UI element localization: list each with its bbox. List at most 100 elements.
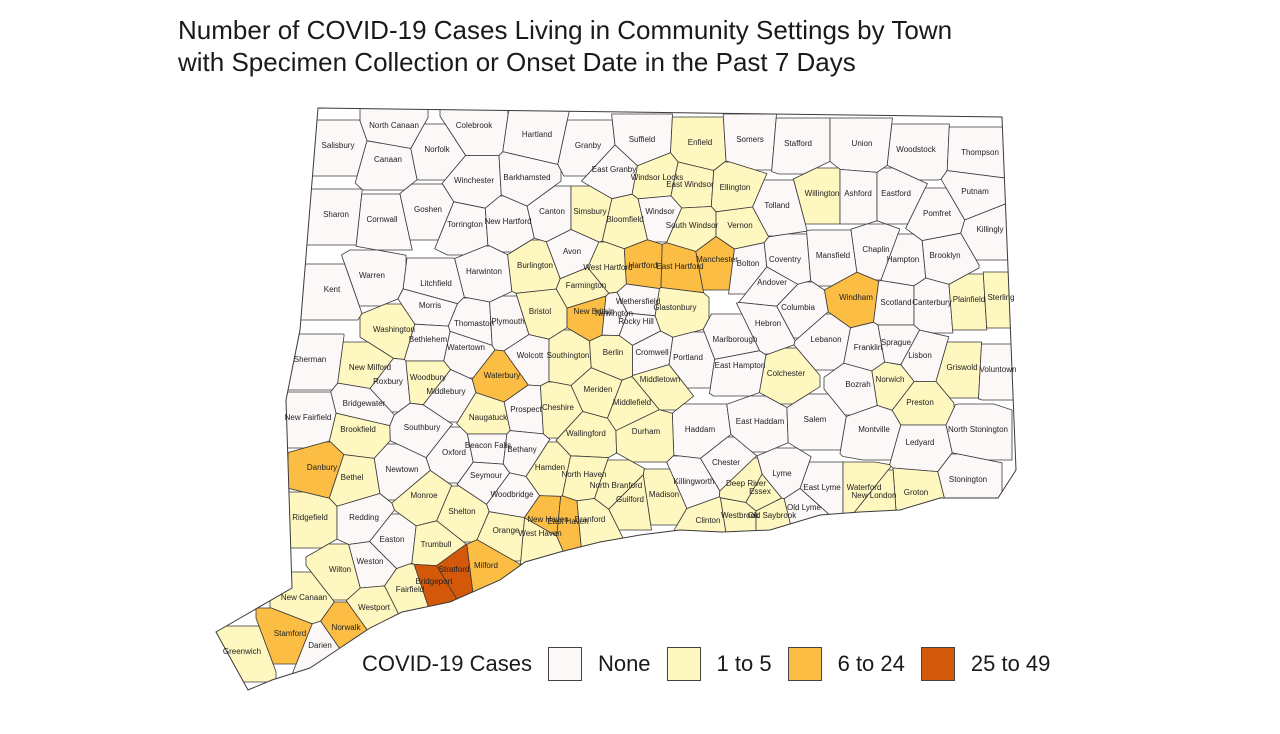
legend-label-none: None — [597, 651, 651, 676]
town-label-bolton: Bolton — [737, 259, 760, 268]
town-label-westport: Westport — [358, 603, 391, 612]
town-label-sterling: Sterling — [987, 293, 1014, 302]
town-label-west-haven: West Haven — [518, 529, 561, 538]
town-label-westbrook: Westbrook — [721, 511, 760, 520]
town-label-windsor: Windsor — [645, 207, 675, 216]
town-label-east-haddam: East Haddam — [736, 417, 785, 426]
town-portland — [668, 331, 716, 389]
town-label-middlefield: Middlefield — [613, 398, 651, 407]
town-label-ledyard: Ledyard — [906, 438, 935, 447]
town-label-mansfield: Mansfield — [816, 251, 850, 260]
town-label-haddam: Haddam — [685, 425, 716, 434]
town-label-fairfield: Fairfield — [396, 585, 424, 594]
town-label-shelton: Shelton — [448, 507, 475, 516]
town-label-rocky-hill: Rocky Hill — [618, 317, 654, 326]
town-ashford — [839, 168, 878, 225]
town-label-east-windsor: East Windsor — [666, 180, 714, 189]
town-label-beacon-falls: Beacon Falls — [465, 441, 511, 450]
town-label-wallingford: Wallingford — [566, 429, 606, 438]
town-label-tolland: Tolland — [764, 201, 789, 210]
town-chaplin — [850, 223, 901, 281]
town-label-danbury: Danbury — [307, 463, 337, 472]
town-label-redding: Redding — [349, 513, 379, 522]
town-label-manchester: Manchester — [696, 255, 738, 264]
town-label-coventry: Coventry — [769, 255, 801, 264]
town-label-meriden: Meriden — [584, 385, 613, 394]
town-label-woodbridge: Woodbridge — [491, 490, 535, 499]
map-title: Number of COVID-19 Cases Living in Commu… — [178, 14, 1138, 78]
town-label-darien: Darien — [308, 641, 332, 650]
legend-swatch-none — [547, 647, 582, 681]
town-label-thompson: Thompson — [961, 148, 999, 157]
town-label-woodbury: Woodbury — [410, 373, 446, 382]
town-label-watertown: Watertown — [447, 343, 485, 352]
town-label-branford: Branford — [575, 515, 606, 524]
town-label-lebanon: Lebanon — [810, 335, 841, 344]
town-label-east-hampton: East Hampton — [715, 361, 766, 370]
town-label-burlington: Burlington — [517, 261, 553, 270]
legend-swatch-1-to-5 — [666, 647, 701, 681]
town-label-glastonbury: Glastonbury — [653, 303, 696, 312]
town-griswold — [935, 341, 983, 399]
town-label-torrington: Torrington — [447, 220, 483, 229]
town-label-brookfield: Brookfield — [340, 425, 376, 434]
legend-swatch-25-to-49 — [920, 647, 955, 681]
town-label-new-fairfield: New Fairfield — [285, 413, 332, 422]
town-label-barkhamsted: Barkhamsted — [503, 173, 550, 182]
town-label-north-stonington: North Stonington — [948, 425, 1008, 434]
town-label-southington: Southington — [547, 351, 590, 360]
town-label-sprague: Sprague — [881, 338, 912, 347]
town-label-chaplin: Chaplin — [862, 245, 889, 254]
town-label-durham: Durham — [632, 427, 661, 436]
town-label-hamden: Hamden — [535, 463, 565, 472]
town-glastonbury — [654, 287, 710, 338]
town-label-groton: Groton — [904, 488, 928, 497]
town-label-bethany: Bethany — [507, 445, 536, 454]
town-label-waterbury: Waterbury — [484, 371, 521, 380]
town-label-madison: Madison — [649, 490, 679, 499]
town-label-middletown: Middletown — [640, 375, 680, 384]
town-label-stamford: Stamford — [274, 629, 306, 638]
legend-label-1-to-5: 1 to 5 — [716, 651, 772, 676]
town-label-norfolk: Norfolk — [424, 145, 450, 154]
town-label-newington: Newington — [595, 309, 633, 318]
town-label-seymour: Seymour — [470, 471, 502, 480]
town-label-new-milford: New Milford — [349, 363, 391, 372]
legend-item-6-to-24: 6 to 24 — [787, 647, 905, 681]
legend-item-25-to-49: 25 to 49 — [920, 647, 1050, 681]
town-labels: North Canaan Colebrook Hartland Salisbury Ca… — [223, 121, 1017, 656]
town-label-avon: Avon — [563, 247, 581, 256]
town-label-portland: Portland — [673, 353, 703, 362]
town-label-simsbury: Simsbury — [573, 207, 606, 216]
town-label-east-hartford: East Hartford — [656, 262, 703, 271]
town-label-litchfield: Litchfield — [420, 279, 452, 288]
legend-item-none: None — [547, 647, 651, 681]
town-label-winchester: Winchester — [454, 176, 494, 185]
town-label-new-britain: New Britain — [574, 307, 615, 316]
town-label-harwinton: Harwinton — [466, 267, 502, 276]
town-label-thomaston: Thomaston — [454, 319, 494, 328]
town-label-morris: Morris — [419, 301, 441, 310]
town-label-colchester: Colchester — [767, 369, 806, 378]
town-label-norwich: Norwich — [876, 375, 905, 384]
town-label-salem: Salem — [804, 415, 827, 424]
town-label-waterford: Waterford — [847, 483, 882, 492]
town-label-salisbury: Salisbury — [322, 141, 355, 150]
town-label-plainfield: Plainfield — [953, 295, 985, 304]
town-label-kent: Kent — [324, 285, 341, 294]
map-title-line-2: with Specimen Collection or Onset Date i… — [178, 47, 856, 77]
town-label-essex: Essex — [749, 487, 771, 496]
map-title-line-1: Number of COVID-19 Cases Living in Commu… — [178, 15, 953, 45]
town-label-greenwich: Greenwich — [223, 647, 261, 656]
town-label-south-windsor: South Windsor — [666, 221, 719, 230]
town-label-cornwall: Cornwall — [366, 215, 397, 224]
town-label-pomfret: Pomfret — [923, 209, 952, 218]
town-label-columbia: Columbia — [781, 303, 815, 312]
town-label-goshen: Goshen — [414, 205, 442, 214]
town-label-new-canaan: New Canaan — [281, 593, 327, 602]
town-label-new-hartford: New Hartford — [484, 217, 531, 226]
town-label-sherman: Sherman — [294, 355, 326, 364]
town-label-ridgefield: Ridgefield — [292, 513, 328, 522]
town-label-eastford: Eastford — [881, 189, 911, 198]
